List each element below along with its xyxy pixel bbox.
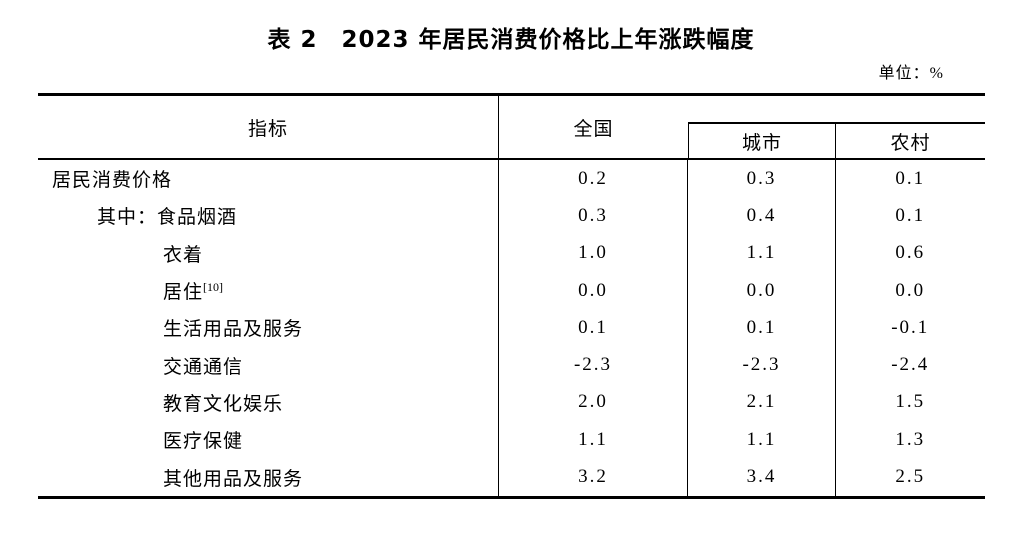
table-title: 表 2 2023 年居民消费价格比上年涨跌幅度 <box>267 27 755 53</box>
cell-national: 3.2 <box>499 458 688 496</box>
table-header: 指标 全国 城市 农村 <box>38 96 985 160</box>
row-label: 居民消费价格 <box>38 160 499 198</box>
column-header-rural: 农村 <box>890 131 931 154</box>
unit-label: 单位：% <box>878 65 944 82</box>
row-label: 其他用品及服务 <box>38 458 499 496</box>
footnote-ref: [10] <box>203 280 224 295</box>
table-row: 其中：食品烟酒 0.3 0.4 0.1 <box>38 197 985 235</box>
row-label: 生活用品及服务 <box>38 309 499 347</box>
subheader-group: 城市 农村 <box>688 96 985 158</box>
cell-rural: 1.3 <box>895 428 926 450</box>
table-row: 医疗保健 1.1 1.1 1.3 <box>38 421 985 459</box>
cell-rural: -0.1 <box>891 316 930 338</box>
cell-rural: 0.6 <box>895 242 926 264</box>
cell-urban: 0.1 <box>688 309 836 347</box>
cell-national: 1.0 <box>499 234 688 272</box>
cell-national: 0.1 <box>499 309 688 347</box>
column-header-national: 全国 <box>573 117 614 140</box>
cell-urban: 0.3 <box>688 160 836 198</box>
cell-urban: 0.0 <box>688 271 836 310</box>
cell-national: 0.2 <box>499 160 688 198</box>
cell-national: 0.3 <box>499 197 688 235</box>
table-row: 教育文化娱乐 2.0 2.1 1.5 <box>38 383 985 422</box>
table-row: 交通通信 -2.3 -2.3 -2.4 <box>38 346 985 384</box>
cell-urban: -2.3 <box>688 346 836 384</box>
cell-urban: 3.4 <box>688 458 836 496</box>
cell-rural: 0.0 <box>895 279 926 301</box>
cell-national: 1.1 <box>499 421 688 459</box>
cell-urban: 2.1 <box>688 383 836 422</box>
column-header-urban: 城市 <box>689 124 836 158</box>
table-row: 居住 [10] 0.0 0.0 0.0 <box>38 271 985 310</box>
cell-urban: 1.1 <box>688 421 836 459</box>
cell-urban: 0.4 <box>688 197 836 235</box>
cell-rural: 2.5 <box>895 466 926 488</box>
cell-national: 2.0 <box>499 383 688 422</box>
row-label: 医疗保健 <box>38 421 499 459</box>
table-row: 居民消费价格 0.2 0.3 0.1 <box>38 160 985 198</box>
table-row: 衣着 1.0 1.1 0.6 <box>38 234 985 272</box>
subheader-row: 城市 农村 <box>688 122 985 158</box>
cell-rural: -2.4 <box>891 354 930 376</box>
table-row: 生活用品及服务 0.1 0.1 -0.1 <box>38 309 985 347</box>
cell-urban: 1.1 <box>688 234 836 272</box>
row-label: 衣着 <box>38 234 499 272</box>
cell-rural: 1.5 <box>895 391 926 413</box>
row-label: 其中：食品烟酒 <box>38 197 499 235</box>
cell-rural: 0.1 <box>895 204 926 226</box>
cell-national: 0.0 <box>499 271 688 310</box>
table-row: 其他用品及服务 3.2 3.4 2.5 <box>38 458 985 496</box>
cell-rural: 0.1 <box>895 167 926 189</box>
cell-national: -2.3 <box>499 346 688 384</box>
row-label: 教育文化娱乐 <box>38 383 499 422</box>
column-header-indicator: 指标 <box>38 96 499 158</box>
row-label: 居住 [10] <box>38 271 499 310</box>
cpi-table: 指标 全国 城市 农村 居民消费价格 0.2 0.3 0.1 其中：食品烟酒 0… <box>38 93 985 499</box>
row-label: 交通通信 <box>38 346 499 384</box>
table-body: 居民消费价格 0.2 0.3 0.1 其中：食品烟酒 0.3 0.4 0.1 衣… <box>38 160 985 496</box>
subheader-spacer <box>688 96 985 122</box>
